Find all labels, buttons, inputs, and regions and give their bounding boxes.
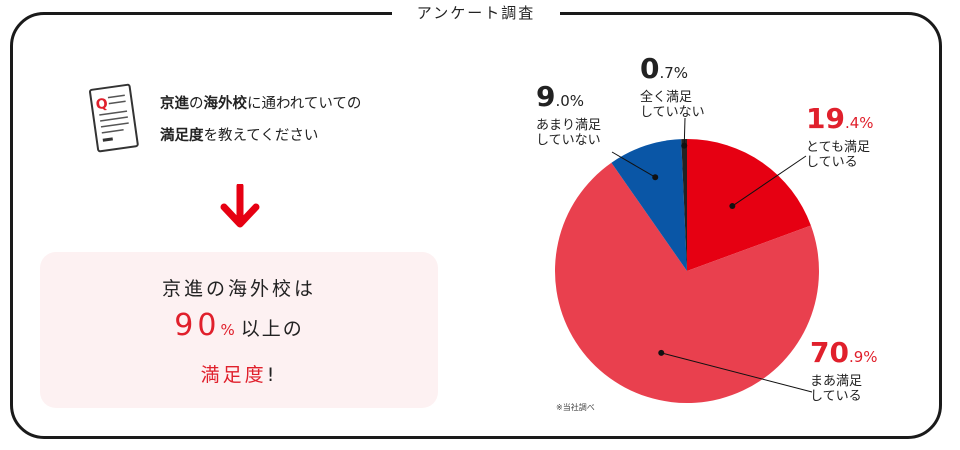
questionnaire-icon: Q bbox=[88, 83, 139, 153]
label-somewhat-satisfied: 70.9% まあ満足 している bbox=[810, 336, 878, 405]
value-int: 19 bbox=[806, 102, 845, 135]
arrow-down-icon bbox=[220, 184, 260, 228]
label-line-1: 全く満足 bbox=[640, 90, 693, 105]
answer-percent: % bbox=[220, 321, 237, 339]
label-line-1: とても満足 bbox=[806, 140, 870, 155]
slice-not-very-satisfied bbox=[611, 139, 687, 271]
label-line-2: していない bbox=[640, 105, 705, 120]
label-line-2: している bbox=[806, 155, 858, 170]
value-int: 0 bbox=[640, 52, 660, 85]
label-line-2: していない bbox=[536, 133, 601, 148]
question-line-2: 満足度を教えてください bbox=[160, 120, 361, 152]
question-line-1: 京進の海外校に通われていての bbox=[160, 88, 361, 120]
label-not-very-satisfied: 9.0% あまり満足 していない bbox=[536, 80, 602, 149]
leader-dot bbox=[652, 174, 659, 181]
value-dec: .4% bbox=[844, 114, 874, 132]
slice-not-at-all-satisfied bbox=[681, 139, 687, 271]
question-text-part: に通われていての bbox=[247, 96, 362, 112]
answer-line-2-rest: 以上の bbox=[240, 318, 304, 340]
question-text-part: の bbox=[189, 96, 204, 112]
question-keyword: 満足度 bbox=[160, 128, 204, 144]
label-very-satisfied: 19.4% とても満足 している bbox=[806, 102, 874, 171]
leader-line bbox=[683, 117, 686, 146]
svg-text:Q: Q bbox=[95, 96, 109, 114]
source-note: ※当社調べ bbox=[556, 403, 595, 412]
leader-dot bbox=[729, 203, 736, 210]
answer-satisfaction: 満足度 bbox=[200, 364, 267, 386]
answer-box: 京進の海外校は 90% 以上の 満足度! bbox=[40, 252, 438, 408]
leader-line bbox=[732, 155, 807, 207]
leader-dot bbox=[658, 349, 665, 356]
slice-somewhat-satisfied bbox=[555, 162, 819, 404]
label-line-1: あまり満足 bbox=[536, 118, 602, 133]
question-keyword: 海外校 bbox=[203, 96, 248, 112]
question-text: 京進の海外校に通われていての 満足度を教えてください bbox=[160, 88, 361, 152]
leader-line bbox=[611, 151, 656, 178]
value-int: 9 bbox=[536, 80, 556, 113]
leader-dot bbox=[681, 142, 688, 149]
leader-line bbox=[661, 352, 813, 393]
label-not-at-all-satisfied: 0.7% 全く満足 していない bbox=[640, 52, 705, 121]
answer-line-2: 90% 以上の bbox=[40, 308, 438, 343]
frame-title: アンケート調査 bbox=[392, 1, 560, 25]
answer-line-3: 満足度! bbox=[40, 360, 438, 387]
value-dec: .9% bbox=[848, 348, 878, 366]
value-dec: .7% bbox=[659, 64, 689, 82]
slice-very-satisfied bbox=[687, 139, 811, 271]
question-text-part: を教えてください bbox=[203, 128, 319, 144]
value-dec: .0% bbox=[555, 92, 585, 110]
answer-exclamation: ! bbox=[266, 364, 278, 386]
label-line-1: まあ満足 bbox=[810, 374, 863, 389]
answer-big-number: 90 bbox=[174, 308, 221, 343]
answer-line-1: 京進の海外校は bbox=[161, 278, 316, 300]
question-keyword: 京進 bbox=[160, 96, 189, 112]
value-int: 70 bbox=[810, 336, 849, 369]
label-line-2: している bbox=[810, 389, 862, 404]
